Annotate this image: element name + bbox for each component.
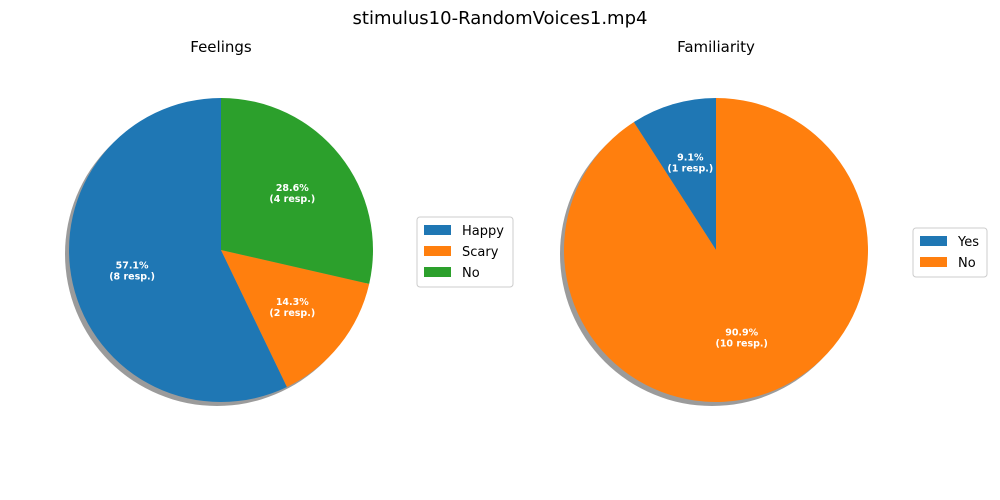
- familiarity-legend-swatch-no: [920, 257, 947, 267]
- feelings-slice-scary: [221, 250, 370, 387]
- familiarity-legend-label-yes: Yes: [957, 235, 979, 250]
- familiarity-legend-swatch-yes: [920, 236, 947, 246]
- familiarity-legend: Yes No: [912, 227, 988, 278]
- feelings-title: Feelings: [190, 38, 252, 56]
- feelings-legend: Happy Scary No: [416, 216, 514, 288]
- feelings-legend-label-happy: Happy: [462, 224, 504, 239]
- feelings-slice-label-no: 28.6% (4 resp.): [269, 183, 315, 205]
- familiarity-chart: Familiarity 9.1% (1 resp.) 90.9% (10 resp.) Y…: [560, 38, 988, 406]
- feelings-slice-label-happy: 57.1% (8 resp.): [109, 260, 155, 282]
- feelings-slice-no: [221, 97, 373, 284]
- familiarity-slice-label-no: 90.9% (10 resp.): [715, 328, 767, 350]
- familiarity-slice-yes: [633, 98, 716, 250]
- feelings-chart: Feelings 57.1% (8 resp.) 14.3% (2 resp.) 28.6…: [65, 38, 514, 406]
- familiarity-title: Familiarity: [677, 38, 755, 56]
- feelings-legend-swatch-no: [424, 267, 451, 277]
- figure-title: stimulus10-RandomVoices1.mp4: [353, 8, 648, 29]
- familiarity-slice-no: [563, 97, 868, 402]
- feelings-slice-happy: [69, 98, 287, 402]
- familiarity-legend-label-no: No: [958, 256, 976, 271]
- feelings-legend-label-no: No: [462, 266, 480, 281]
- feelings-legend-swatch-scary: [424, 246, 451, 256]
- feelings-legend-label-scary: Scary: [462, 245, 499, 260]
- feelings-legend-swatch-happy: [424, 225, 451, 235]
- familiarity-slice-label-yes: 9.1% (1 resp.): [667, 152, 713, 174]
- feelings-slice-label-scary: 14.3% (2 resp.): [269, 297, 315, 319]
